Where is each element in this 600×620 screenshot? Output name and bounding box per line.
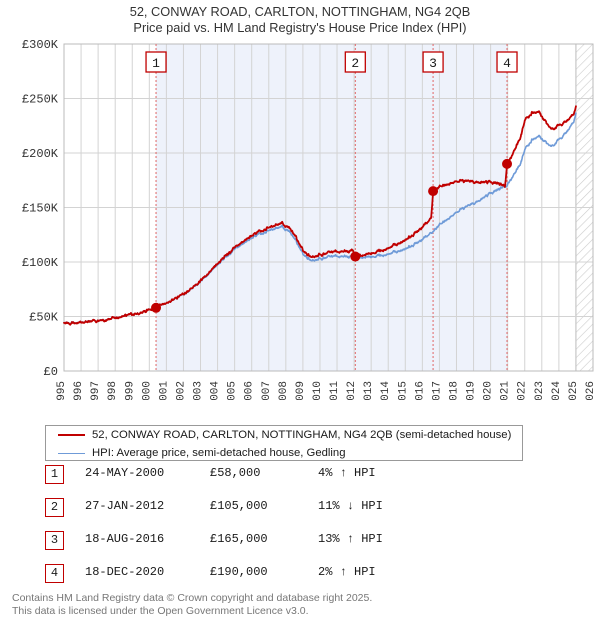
svg-text:2025: 2025: [568, 381, 580, 400]
svg-text:1998: 1998: [107, 381, 119, 400]
svg-text:3: 3: [429, 56, 437, 71]
svg-text:2020: 2020: [483, 381, 495, 400]
svg-text:1999: 1999: [124, 381, 136, 400]
svg-text:2010: 2010: [312, 381, 324, 400]
svg-text:2011: 2011: [329, 381, 341, 400]
svg-text:2016: 2016: [414, 381, 426, 400]
svg-text:£200K: £200K: [22, 147, 59, 161]
svg-text:2023: 2023: [534, 381, 546, 400]
svg-text:1995: 1995: [56, 381, 68, 400]
svg-text:2: 2: [351, 56, 359, 71]
svg-text:2015: 2015: [397, 381, 409, 400]
svg-text:£150K: £150K: [22, 202, 59, 216]
svg-text:1997: 1997: [90, 381, 102, 400]
svg-text:2022: 2022: [517, 381, 529, 400]
svg-text:2021: 2021: [500, 381, 512, 400]
svg-text:1: 1: [152, 56, 160, 71]
svg-text:2014: 2014: [380, 381, 392, 400]
svg-text:£250K: £250K: [22, 93, 59, 107]
svg-text:2008: 2008: [278, 381, 290, 400]
svg-text:2019: 2019: [466, 381, 478, 400]
svg-text:£50K: £50K: [29, 311, 59, 325]
svg-text:£0: £0: [44, 365, 58, 379]
svg-text:1996: 1996: [73, 381, 85, 400]
svg-text:£300K: £300K: [22, 38, 59, 52]
svg-text:2026: 2026: [585, 381, 597, 400]
svg-text:2009: 2009: [295, 381, 307, 400]
svg-text:2012: 2012: [346, 381, 358, 400]
svg-text:2005: 2005: [227, 381, 239, 400]
svg-text:2006: 2006: [244, 381, 256, 400]
svg-text:2017: 2017: [431, 381, 443, 400]
svg-text:2013: 2013: [363, 381, 375, 400]
svg-text:2004: 2004: [210, 381, 222, 400]
svg-text:2003: 2003: [193, 381, 205, 400]
svg-text:2001: 2001: [158, 381, 170, 400]
svg-text:2000: 2000: [141, 381, 153, 400]
svg-text:4: 4: [503, 56, 511, 71]
svg-text:£100K: £100K: [22, 256, 59, 270]
svg-text:2007: 2007: [261, 381, 273, 400]
svg-text:2018: 2018: [448, 381, 460, 400]
svg-text:2024: 2024: [551, 381, 563, 400]
svg-text:2002: 2002: [175, 381, 187, 400]
